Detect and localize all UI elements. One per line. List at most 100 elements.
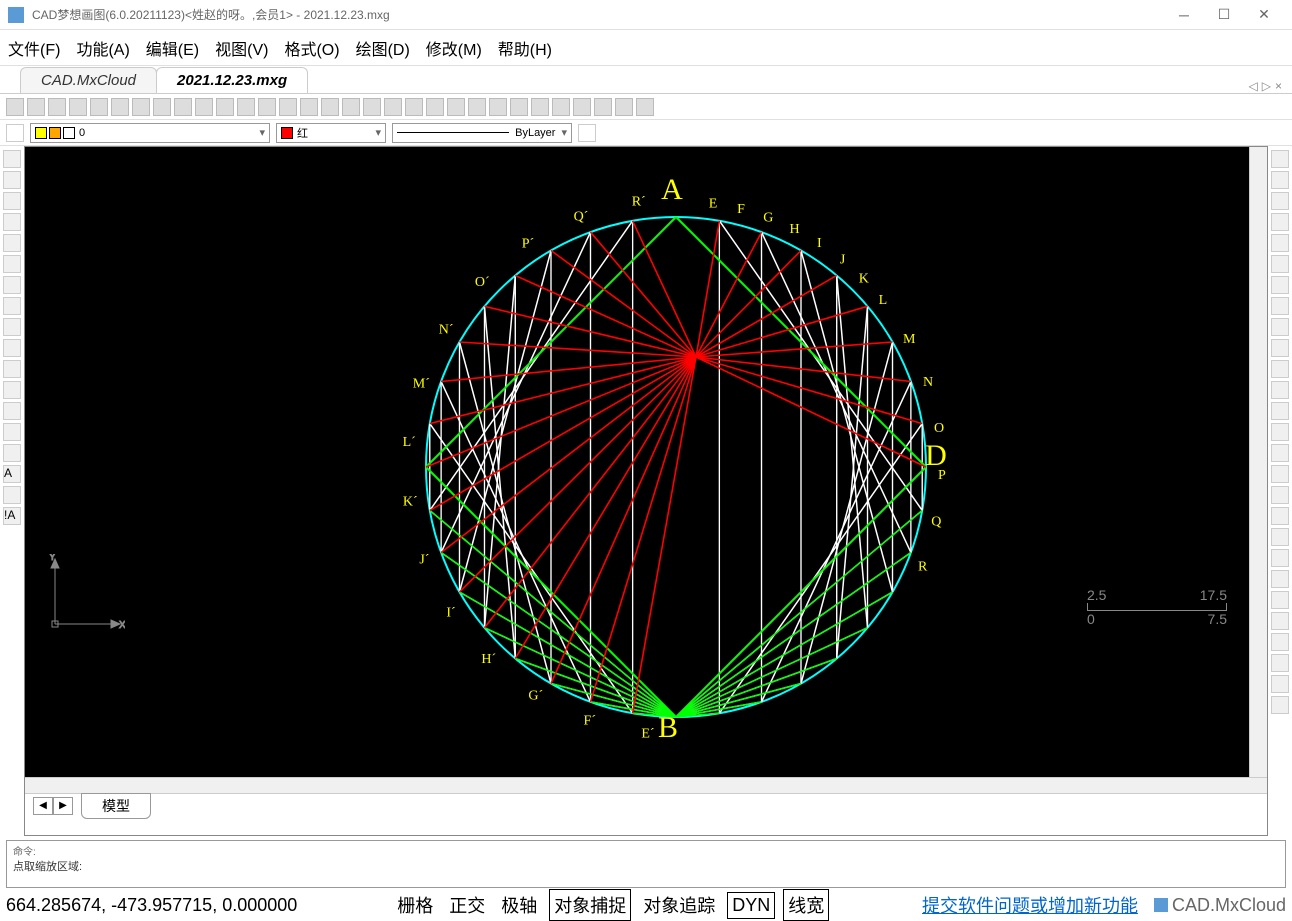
dim-baseline-icon[interactable] xyxy=(1271,654,1289,672)
dim-style-icon[interactable] xyxy=(1271,696,1289,714)
otrack-toggle[interactable]: 对象追踪 xyxy=(639,890,719,920)
color-dropdown[interactable]: 红 ▾ xyxy=(276,123,386,143)
menu-func[interactable]: 功能(A) xyxy=(76,36,129,60)
model-tab[interactable]: 模型 xyxy=(81,793,151,819)
snap-grid-toggle[interactable]: 栅格 xyxy=(393,890,437,920)
zoom-realtime-icon[interactable] xyxy=(216,98,234,116)
zoom-extents-icon[interactable] xyxy=(153,98,171,116)
dim-radius-icon[interactable] xyxy=(1271,528,1289,546)
menu-view[interactable]: 视图(V) xyxy=(215,36,268,60)
ellipse-arc-icon[interactable] xyxy=(3,339,21,357)
layout-next-icon[interactable]: ▶ xyxy=(53,797,73,815)
lwt-toggle[interactable]: 线宽 xyxy=(783,889,829,921)
pdf-icon[interactable] xyxy=(615,98,633,116)
ortho-toggle[interactable]: 正交 xyxy=(445,890,489,920)
measure-icon[interactable] xyxy=(174,98,192,116)
saveall-icon[interactable] xyxy=(90,98,108,116)
dim-aligned-icon[interactable] xyxy=(1271,507,1289,525)
dim-leader-icon[interactable] xyxy=(1271,591,1289,609)
drawing-area[interactable]: EFGHIJKLMNOPQRE´F´G´H´I´J´K´L´M´N´O´P´Q´… xyxy=(24,146,1268,836)
line-icon[interactable] xyxy=(3,150,21,168)
command-panel[interactable]: 命令: 点取缩放区域: xyxy=(6,840,1286,888)
dtext-icon[interactable]: !A xyxy=(3,507,21,525)
modify-break-icon[interactable] xyxy=(1271,381,1289,399)
dim-diameter-icon[interactable] xyxy=(1271,549,1289,567)
modify-scale-icon[interactable] xyxy=(1271,297,1289,315)
osnap-toggle[interactable]: 对象捕捉 xyxy=(549,889,631,921)
print-icon[interactable] xyxy=(552,98,570,116)
menu-file[interactable]: 文件(F) xyxy=(8,36,60,60)
paint-icon[interactable] xyxy=(321,98,339,116)
layer-manager-icon[interactable] xyxy=(6,124,24,142)
erase-icon[interactable] xyxy=(342,98,360,116)
paste-icon[interactable] xyxy=(489,98,507,116)
brush-icon[interactable] xyxy=(578,124,596,142)
block-icon[interactable] xyxy=(426,98,444,116)
modify-array-icon[interactable] xyxy=(1271,234,1289,252)
layerstack-icon[interactable] xyxy=(363,98,381,116)
close-button[interactable]: ✕ xyxy=(1244,0,1284,30)
spline-icon[interactable] xyxy=(3,297,21,315)
circle-icon[interactable] xyxy=(3,276,21,294)
modify-explode-icon[interactable] xyxy=(1271,465,1289,483)
layer-dropdown[interactable]: 0 ▾ xyxy=(30,123,270,143)
tab-next-icon[interactable]: ▷ xyxy=(1262,79,1271,93)
tab-close-icon[interactable]: × xyxy=(1275,79,1282,93)
copy-icon[interactable] xyxy=(468,98,486,116)
distance-icon[interactable] xyxy=(195,98,213,116)
modify-rotate-icon[interactable] xyxy=(1271,276,1289,294)
menu-draw[interactable]: 绘图(D) xyxy=(356,36,410,60)
modify-join-icon[interactable] xyxy=(1271,402,1289,420)
tab-active-document[interactable]: 2021.12.23.mxg xyxy=(156,67,308,93)
modify-mirror-icon[interactable] xyxy=(1271,192,1289,210)
open-icon[interactable] xyxy=(27,98,45,116)
menu-modify[interactable]: 修改(M) xyxy=(426,36,482,60)
new-icon[interactable] xyxy=(6,98,24,116)
zoom-previous-icon[interactable] xyxy=(258,98,276,116)
save-icon[interactable] xyxy=(69,98,87,116)
modify-trim-icon[interactable] xyxy=(1271,339,1289,357)
pan-icon[interactable] xyxy=(237,98,255,116)
maximize-button[interactable]: ☐ xyxy=(1204,0,1244,30)
polygon-icon[interactable] xyxy=(3,213,21,231)
menu-edit[interactable]: 编辑(E) xyxy=(146,36,199,60)
properties-icon[interactable] xyxy=(405,98,423,116)
region-icon[interactable] xyxy=(3,423,21,441)
table-icon[interactable] xyxy=(3,444,21,462)
export-icon[interactable] xyxy=(594,98,612,116)
modify-chamfer-icon[interactable] xyxy=(1271,423,1289,441)
matchprop-icon[interactable] xyxy=(384,98,402,116)
layout-prev-icon[interactable]: ◀ xyxy=(33,797,53,815)
refresh-icon[interactable] xyxy=(573,98,591,116)
menu-help[interactable]: 帮助(H) xyxy=(498,36,552,60)
vertical-scrollbar[interactable] xyxy=(1249,147,1267,777)
modify-extend-icon[interactable] xyxy=(1271,360,1289,378)
modify-erase-icon[interactable] xyxy=(1271,150,1289,168)
dim-edit-icon[interactable] xyxy=(1271,675,1289,693)
lineweight-dropdown[interactable]: ByLayer ▾ xyxy=(392,123,572,143)
modify-copy-icon[interactable] xyxy=(1271,171,1289,189)
modify-fillet-icon[interactable] xyxy=(1271,444,1289,462)
open-folder-icon[interactable] xyxy=(48,98,66,116)
xline-icon[interactable] xyxy=(3,171,21,189)
minimize-button[interactable]: ─ xyxy=(1164,0,1204,30)
zoom-in-icon[interactable] xyxy=(132,98,150,116)
zoom-scale-icon[interactable] xyxy=(279,98,297,116)
dim-ordinate-icon[interactable] xyxy=(1271,612,1289,630)
text-icon[interactable]: A xyxy=(3,465,21,483)
zoom-window-icon[interactable] xyxy=(111,98,129,116)
dyn-toggle[interactable]: DYN xyxy=(727,892,775,919)
rectangle-icon[interactable] xyxy=(3,234,21,252)
arc-icon[interactable] xyxy=(3,255,21,273)
modify-offset-icon[interactable] xyxy=(1271,213,1289,231)
dim-linear-icon[interactable] xyxy=(1271,486,1289,504)
image-icon[interactable] xyxy=(636,98,654,116)
undo-icon[interactable] xyxy=(510,98,528,116)
tab-cloud[interactable]: CAD.MxCloud xyxy=(20,67,157,93)
horizontal-scrollbar[interactable] xyxy=(25,777,1267,793)
redo-icon[interactable] xyxy=(531,98,549,116)
model-canvas[interactable]: EFGHIJKLMNOPQRE´F´G´H´I´J´K´L´M´N´O´P´Q´… xyxy=(25,147,1267,777)
polar-toggle[interactable]: 极轴 xyxy=(497,890,541,920)
feedback-link[interactable]: 提交软件问题或增加新功能 xyxy=(922,892,1138,918)
dim-continue-icon[interactable] xyxy=(1271,633,1289,651)
